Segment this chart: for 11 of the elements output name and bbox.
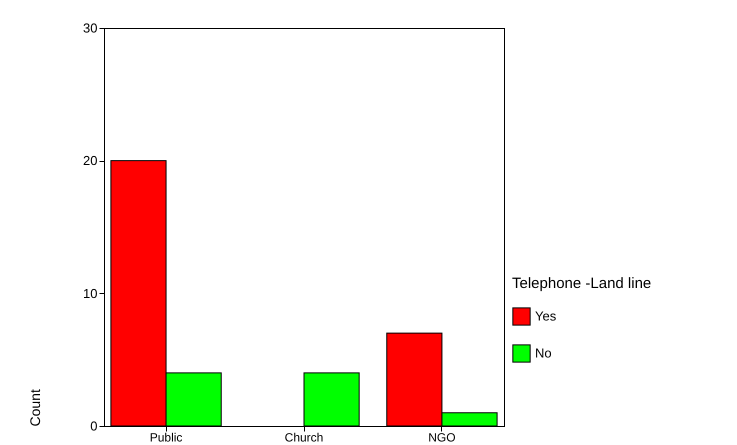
x-tick-label: Church bbox=[284, 430, 324, 444]
y-tick-label: 0 bbox=[90, 418, 98, 434]
legend-label: No bbox=[535, 346, 552, 360]
x-tick-label: Public bbox=[150, 430, 182, 444]
y-axis-title: Count bbox=[27, 389, 44, 426]
y-tick-label: 30 bbox=[83, 20, 98, 36]
x-tick-label: NGO bbox=[428, 430, 456, 444]
y-tick-label: 10 bbox=[83, 286, 98, 301]
legend-title: Telephone -Land line bbox=[512, 275, 652, 292]
y-tick-label: 20 bbox=[83, 153, 98, 168]
legend-label: Yes bbox=[535, 308, 557, 324]
